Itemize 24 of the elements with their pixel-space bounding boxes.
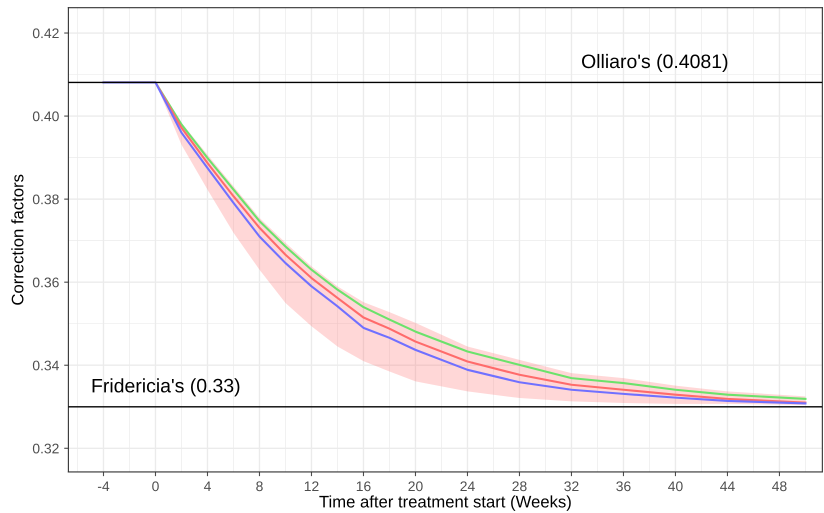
y-tick-label: 0.32 bbox=[32, 444, 59, 454]
x-tick-label: 32 bbox=[564, 481, 578, 492]
x-tick-label: 28 bbox=[512, 481, 527, 492]
x-tick-label: -4 bbox=[98, 482, 110, 492]
x-tick-label: 4 bbox=[204, 482, 211, 492]
y-axis-title: Correction factors bbox=[11, 174, 24, 305]
x-tick-label: 12 bbox=[304, 481, 319, 492]
x-tick-label: 36 bbox=[616, 481, 631, 492]
ref-line-label: Olliaro's (0.4081) bbox=[582, 54, 728, 72]
y-tick-label: 0.42 bbox=[32, 28, 59, 38]
x-tick-label: 16 bbox=[356, 481, 371, 492]
x-tick-label: 0 bbox=[152, 481, 159, 492]
y-tick-label: 0.34 bbox=[32, 360, 59, 370]
x-axis-title: Time after treatment start (Weeks) bbox=[319, 495, 571, 511]
y-tick-label: 0.38 bbox=[32, 194, 59, 204]
ref-line-label: Fridericia's (0.33) bbox=[92, 378, 240, 396]
x-tick-label: 8 bbox=[256, 481, 263, 492]
x-tick-label: 44 bbox=[720, 482, 735, 492]
x-tick-label: 24 bbox=[460, 481, 475, 492]
x-tick-label: 40 bbox=[668, 481, 683, 492]
y-tick-label: 0.36 bbox=[32, 278, 59, 288]
x-tick-label: 20 bbox=[408, 481, 423, 492]
y-tick-label: 0.40 bbox=[32, 111, 59, 122]
x-tick-label: 48 bbox=[772, 481, 787, 492]
